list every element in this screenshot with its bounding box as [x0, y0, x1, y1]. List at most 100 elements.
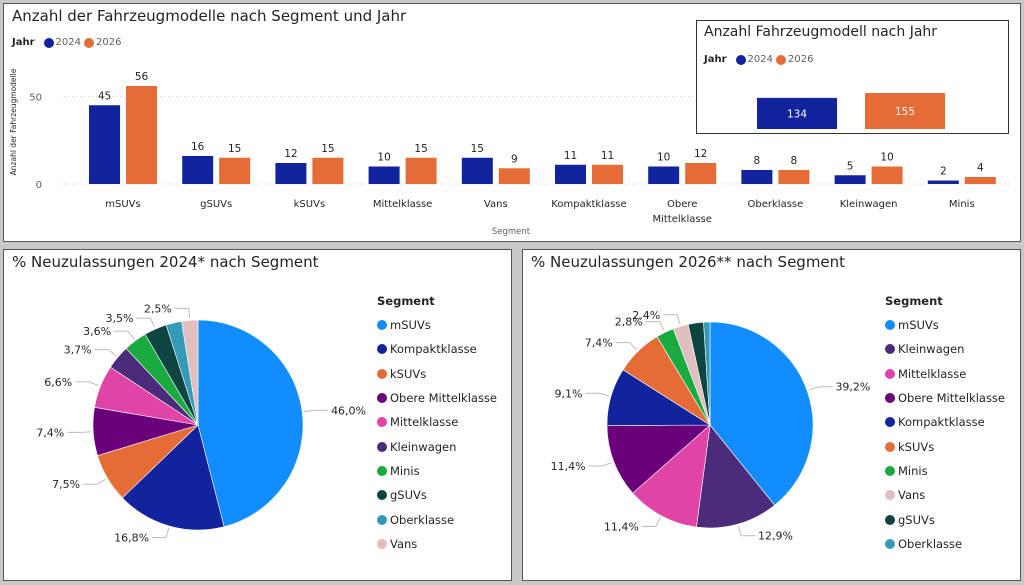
- legend-item-Minis[interactable]: Minis: [885, 459, 1005, 483]
- bar-2024-Kompaktklasse[interactable]: [555, 164, 586, 184]
- legend-item-Minis[interactable]: Minis: [377, 459, 497, 483]
- bar-2026-Minis[interactable]: [964, 177, 996, 184]
- bar-2026-Obere-Mittelklasse[interactable]: [685, 163, 717, 184]
- x-axis-label: Segment: [492, 227, 531, 237]
- pie-slice-Mittelklasse[interactable]: [632, 424, 711, 528]
- legend-dot: [885, 465, 895, 476]
- bar-chart-panel[interactable]: Anzahl der Fahrzeugmodelle nach Segment …: [3, 3, 1021, 242]
- total-bar-label: 134: [787, 108, 807, 120]
- legend-item-Vans[interactable]: Vans: [885, 483, 1005, 507]
- bar-2024-Oberklasse[interactable]: [741, 170, 773, 184]
- pie-slice-Vans[interactable]: [181, 319, 199, 426]
- x-tick-label: Kompaktklasse: [551, 199, 626, 210]
- legend-dot: [885, 490, 895, 501]
- bar-2026-Mittelklasse[interactable]: [405, 157, 437, 184]
- pie-slice-Oberklasse[interactable]: [703, 321, 711, 426]
- pie-2024-plot: 46,0% 16,8% 7,5% 7,4% 6,6% 3,7% 3,6%3,5% 2,5%: [36, 302, 366, 544]
- legend-label: Mittelklasse: [390, 415, 459, 430]
- legend-item-Kleinwagen[interactable]: Kleinwagen: [885, 337, 1005, 361]
- legend-item-gSUVs[interactable]: gSUVs: [885, 507, 1005, 531]
- pie-slice-Kompaktklasse[interactable]: [121, 424, 225, 531]
- legend-item-mSUVs[interactable]: mSUVs: [885, 313, 1005, 337]
- bar-2024-Vans[interactable]: [461, 157, 493, 184]
- legend-dot: [377, 320, 387, 331]
- bar-2026-gSUVs[interactable]: [219, 157, 251, 184]
- pie-data-label: 9,1%: [555, 387, 583, 400]
- legend-item-kSUVs[interactable]: kSUVs: [377, 362, 497, 386]
- pie-leader-line: [615, 342, 638, 351]
- pie-data-label: 7,5%: [52, 478, 80, 491]
- legend-label: gSUVs: [898, 512, 935, 527]
- legend-dot: [885, 538, 895, 549]
- legend-item-Oberklasse[interactable]: Oberklasse: [885, 532, 1005, 556]
- bar-2024-gSUVs[interactable]: [182, 156, 214, 184]
- bar-2026-kSUVs[interactable]: [312, 157, 344, 184]
- legend-item-Kompaktklasse[interactable]: Kompaktklasse: [885, 410, 1005, 434]
- total-bar-2024[interactable]: [757, 97, 837, 129]
- legend-item-2024[interactable]: 2024: [55, 37, 81, 48]
- legend-item-Kompaktklasse[interactable]: Kompaktklasse: [377, 337, 497, 361]
- legend-label: Kleinwagen: [898, 342, 965, 357]
- bar-data-label: 12: [694, 148, 707, 160]
- pie-2026-legend: Segment mSUVs Kleinwagen Mittelklasse Obere…: [885, 294, 1005, 556]
- bar-2024-kSUVs[interactable]: [275, 163, 307, 184]
- bar-data-label: 45: [98, 90, 111, 102]
- bar-data-label: 2: [940, 166, 947, 178]
- pie-slice-mSUVs[interactable]: [709, 321, 814, 506]
- pie-slice-mSUVs[interactable]: [197, 319, 304, 528]
- legend-label: Obere Mittelklasse: [390, 391, 497, 406]
- legend-item-Kleinwagen[interactable]: Kleinwagen: [377, 434, 497, 458]
- legend-item-Mittelklasse[interactable]: Mittelklasse: [377, 410, 497, 434]
- legend-label: Kleinwagen: [390, 439, 457, 454]
- totals-card[interactable]: Anzahl Fahrzeugmodell nach Jahr Jahr 202…: [696, 20, 1009, 134]
- x-tick-label: Minis: [949, 199, 975, 210]
- legend-label: mSUVs: [390, 318, 431, 333]
- bar-data-label: 10: [880, 152, 893, 164]
- legend-item-kSUVs[interactable]: kSUVs: [885, 434, 1005, 458]
- pie-slice-Obere-Mittelklasse[interactable]: [606, 424, 711, 494]
- legend-item-Mittelklasse[interactable]: Mittelklasse: [885, 362, 1005, 386]
- legend-item-Oberklasse[interactable]: Oberklasse: [377, 507, 497, 531]
- legend-item-Obere-Mittelklasse[interactable]: Obere Mittelklasse: [377, 386, 497, 410]
- x-tick-label: Oberklasse: [748, 199, 804, 210]
- legend-label: Vans: [898, 488, 926, 503]
- pie-2024-panel[interactable]: % Neuzulassungen 2024* nach Segment 46,0…: [3, 249, 512, 581]
- legend-label: Oberklasse: [898, 536, 963, 551]
- bar-data-label: 8: [791, 155, 798, 167]
- bar-2026-mSUVs[interactable]: [126, 86, 157, 184]
- bar-2026-Vans[interactable]: [498, 168, 530, 184]
- totals-legend-item-2026[interactable]: 2026: [787, 54, 814, 65]
- bar-2026-Oberklasse[interactable]: [778, 170, 810, 184]
- pie-data-label: 11,4%: [551, 460, 586, 473]
- bar-2024-Obere-Mittelklasse[interactable]: [648, 166, 680, 185]
- bar-2024-Kleinwagen[interactable]: [834, 175, 866, 184]
- pie-2026-panel[interactable]: % Neuzulassungen 2026** nach Segment 39,…: [522, 249, 1021, 581]
- totals-title: Anzahl Fahrzeugmodell nach Jahr: [704, 24, 938, 40]
- totals-legend-dot-2026: [775, 54, 786, 65]
- pie-leader-line: [641, 517, 662, 527]
- legend-dot: [377, 393, 387, 404]
- bar-2024-Minis[interactable]: [927, 180, 959, 185]
- legend-item-2026[interactable]: 2026: [95, 37, 122, 48]
- pie-slice-Kleinwagen[interactable]: [696, 424, 776, 529]
- y-tick-label: 50: [29, 93, 42, 104]
- totals-legend-dot-2024: [735, 54, 746, 65]
- legend-item-Obere-Mittelklasse[interactable]: Obere Mittelklasse: [885, 386, 1005, 410]
- bar-data-label: 5: [847, 160, 854, 172]
- total-bar-2026[interactable]: [865, 93, 945, 129]
- legend-label: Oberklasse: [390, 512, 455, 527]
- pie-data-label: 3,7%: [64, 344, 92, 357]
- bar-2026-Kleinwagen[interactable]: [871, 166, 903, 185]
- bar-2026-Kompaktklasse[interactable]: [592, 164, 623, 184]
- totals-legend-item-2024[interactable]: 2024: [747, 54, 773, 65]
- legend-dot: [885, 320, 895, 331]
- legend-item-Vans[interactable]: Vans: [377, 532, 497, 556]
- legend-item-gSUVs[interactable]: gSUVs: [377, 483, 497, 507]
- legend-item-mSUVs[interactable]: mSUVs: [377, 313, 497, 337]
- bar-2024-mSUVs[interactable]: [89, 105, 120, 184]
- pie-data-label: 11,4%: [604, 520, 639, 533]
- legend-dot-2024: [43, 37, 54, 48]
- pie-leader-line: [588, 461, 613, 467]
- bar-data-label: 11: [564, 150, 577, 162]
- bar-2024-Mittelklasse[interactable]: [368, 166, 400, 185]
